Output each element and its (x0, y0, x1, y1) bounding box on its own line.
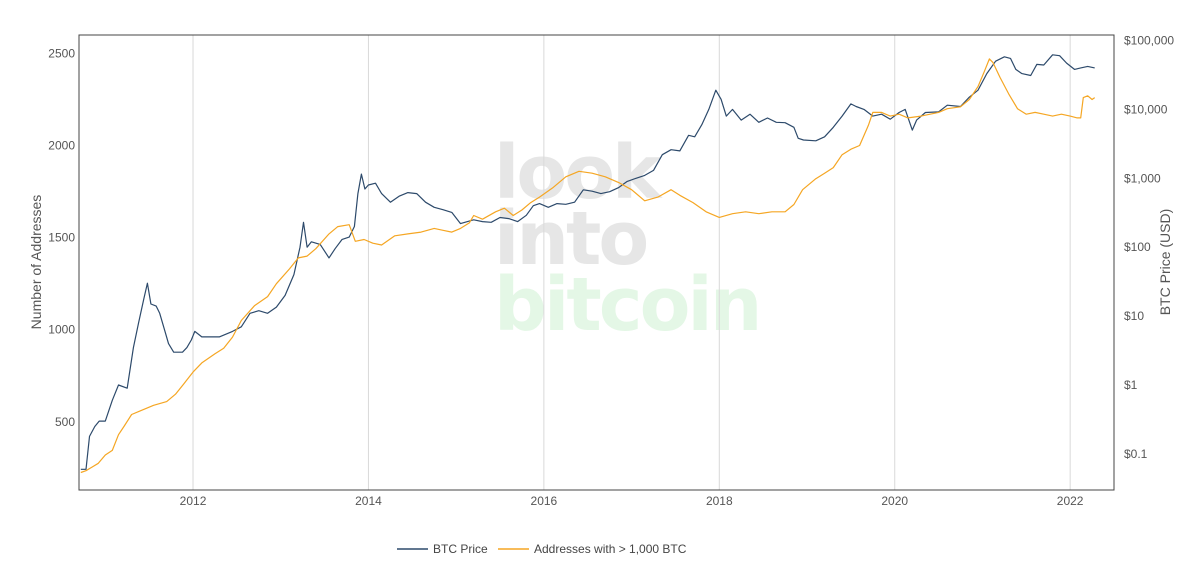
legend: BTC Price Addresses with > 1,000 BTC (397, 542, 687, 556)
right-tick-label: $1 (1124, 378, 1138, 392)
x-tick-label: 2012 (180, 494, 207, 508)
left-axis-title: Number of Addresses (28, 195, 44, 330)
series-line-addresses[interactable] (80, 58, 1096, 474)
legend-label-btc-price: BTC Price (433, 542, 488, 556)
legend-item-addresses[interactable]: Addresses with > 1,000 BTC (498, 542, 687, 556)
x-axis-ticks: 2012 2014 2016 2018 2020 2022 (180, 494, 1084, 508)
series-layer (80, 54, 1096, 474)
left-tick-label: 1000 (48, 323, 75, 337)
x-tick-label: 2018 (706, 494, 733, 508)
left-tick-label: 1500 (48, 231, 75, 245)
left-tick-label: 2000 (48, 139, 75, 153)
x-tick-label: 2022 (1057, 494, 1084, 508)
left-axis-ticks: 500 1000 1500 2000 2500 (48, 46, 75, 428)
right-tick-label: $0.1 (1124, 447, 1148, 461)
right-tick-label: $10,000 (1124, 102, 1168, 116)
watermark-word-1: look (494, 130, 663, 216)
plot-area-frame (78, 34, 1115, 491)
right-axis-ticks: $0.1 $1 $10 $100 $1,000 $10,000 $100,000 (1124, 33, 1174, 461)
legend-label-addresses: Addresses with > 1,000 BTC (534, 542, 687, 556)
x-tick-label: 2020 (881, 494, 908, 508)
left-tick-label: 2500 (48, 46, 75, 60)
x-gridlines (192, 35, 1071, 490)
right-tick-label: $1,000 (1124, 171, 1161, 185)
legend-item-btc-price[interactable]: BTC Price (397, 542, 488, 556)
right-tick-label: $100,000 (1124, 33, 1174, 47)
watermark-word-3: bitcoin (494, 262, 759, 348)
x-tick-label: 2014 (355, 494, 382, 508)
left-tick-label: 500 (55, 415, 75, 429)
watermark-word-2: into (494, 196, 646, 282)
right-tick-label: $100 (1124, 240, 1151, 254)
right-tick-label: $10 (1124, 309, 1144, 323)
watermark-logo: look into bitcoin (494, 130, 762, 348)
x-tick-label: 2016 (531, 494, 558, 508)
right-axis-title: BTC Price (USD) (1157, 209, 1173, 316)
series-line-btc-price[interactable] (80, 54, 1095, 470)
